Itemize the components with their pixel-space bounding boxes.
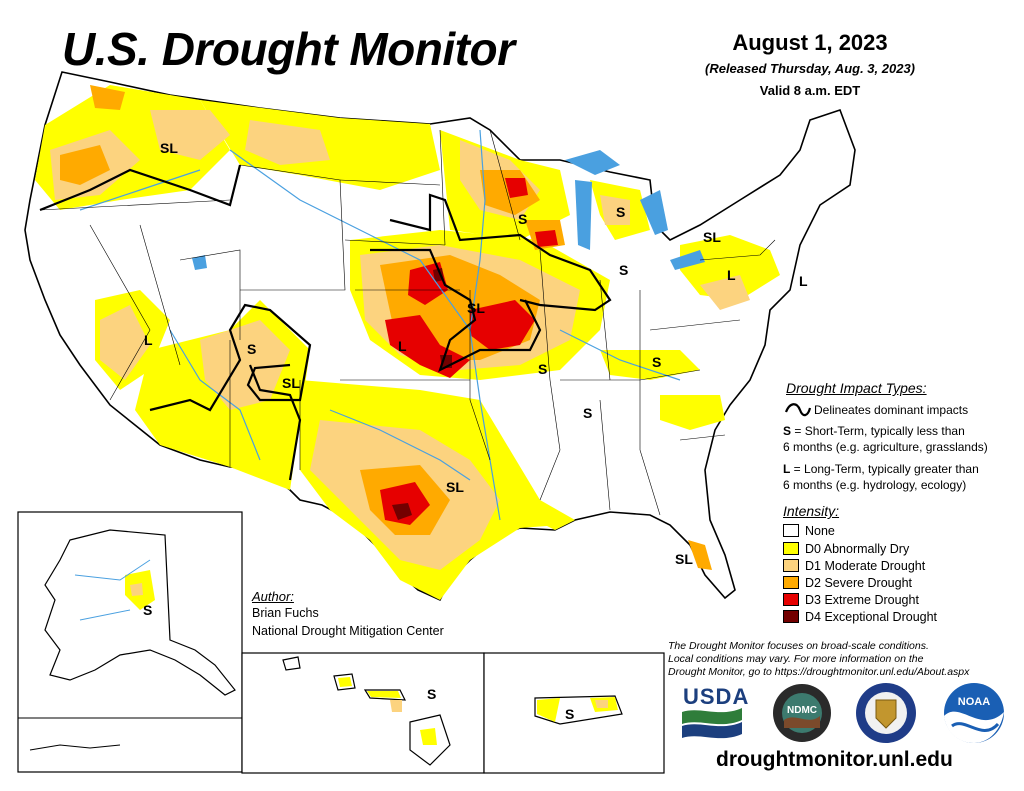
- alaska-land: [44, 529, 236, 696]
- website-link[interactable]: droughtmonitor.unl.edu: [716, 748, 953, 771]
- label-l-pennsylvania: L: [727, 267, 736, 283]
- impact-legend-heading: Drought Impact Types:: [786, 380, 927, 396]
- label-sl-northwest: SL: [160, 140, 178, 156]
- label-sl-newyork: SL: [703, 229, 721, 245]
- long-term-desc-2: 6 months (e.g. hydrology, ecology): [783, 478, 967, 492]
- long-term-desc: L = Long-Term, typically greater than 6 …: [783, 461, 979, 493]
- pr-d1: [595, 700, 608, 708]
- footnote-line-3: Drought Monitor, go to https://droughtmo…: [668, 666, 970, 678]
- label-s-kentucky: S: [652, 354, 662, 370]
- swatch-d1: [783, 559, 799, 572]
- alaska-d1: [130, 583, 143, 596]
- label-s-hawaii: S: [427, 686, 437, 702]
- intensity-legend-heading: Intensity:: [783, 503, 840, 519]
- author-name: Brian Fuchs: [252, 606, 319, 620]
- intensity-d3-label: D3 Extreme Drought: [805, 592, 919, 607]
- aleutians: [29, 744, 121, 751]
- hawaii-inset-frame: [241, 652, 485, 774]
- pr-d0: [537, 698, 560, 722]
- swatch-d2: [783, 576, 799, 589]
- impact-line-desc: Delineates dominant impacts: [814, 403, 969, 417]
- intensity-d0: D0 Abnormally Dry: [783, 540, 909, 557]
- long-term-desc-1: = Long-Term, typically greater than: [790, 462, 979, 476]
- footnote-line-2: Local conditions may vary. For more info…: [668, 653, 924, 665]
- label-l-newjersey: L: [799, 273, 808, 289]
- swatch-d4: [783, 610, 799, 623]
- intensity-d4: D4 Exceptional Drought: [783, 608, 937, 625]
- short-term-desc-2: 6 months (e.g. agriculture, grasslands): [783, 440, 988, 454]
- impact-lines: [39, 164, 612, 481]
- intensity-none-label: None: [805, 523, 835, 538]
- release-date: (Released Thursday, Aug. 3, 2023): [705, 61, 915, 76]
- short-term-desc: S = Short-Term, typically less than 6 mo…: [783, 423, 988, 455]
- hawaii-d0-maui: [367, 691, 401, 698]
- label-sl-florida: SL: [675, 551, 693, 567]
- intensity-d1-label: D1 Moderate Drought: [805, 558, 926, 573]
- hawaii-d0-oahu: [338, 677, 352, 687]
- label-s-alaska: S: [143, 602, 153, 618]
- usda-wordmark: USDA: [683, 684, 750, 709]
- swatch-d3: [783, 593, 799, 606]
- short-term-desc-1: = Short-Term, typically less than: [791, 424, 965, 438]
- long-term-key: L: [783, 462, 791, 476]
- usda-logo: [682, 708, 742, 739]
- commerce-seal: [856, 683, 916, 743]
- map-date: August 1, 2023: [732, 30, 888, 55]
- hawaii-d0-big: [420, 728, 437, 745]
- noaa-wordmark: NOAA: [957, 696, 991, 708]
- footnote: The Drought Monitor focuses on broad-sca…: [668, 640, 1018, 679]
- intensity-d2: D2 Severe Drought: [783, 574, 912, 591]
- page-title: U.S. Drought Monitor: [62, 23, 515, 75]
- label-s-puertorico: S: [565, 706, 575, 722]
- label-s-missouri: S: [538, 361, 548, 377]
- intensity-d4-label: D4 Exceptional Drought: [805, 609, 938, 624]
- label-sl-texas: SL: [446, 479, 464, 495]
- valid-time: Valid 8 a.m. EDT: [759, 83, 861, 98]
- intensity-none: None: [783, 522, 835, 539]
- label-s-michigan: S: [616, 204, 626, 220]
- ndmc-seal: [773, 684, 831, 742]
- lakes: [192, 150, 705, 270]
- label-s-fourcorners: S: [247, 341, 257, 357]
- footnote-line-1: The Drought Monitor focuses on broad-sca…: [668, 640, 929, 652]
- intensity-d1: D1 Moderate Drought: [783, 557, 925, 574]
- swatch-none: [783, 524, 799, 537]
- author-org: National Drought Mitigation Center: [252, 624, 444, 638]
- intensity-d2-label: D2 Severe Drought: [805, 575, 913, 590]
- label-sl-plains: SL: [467, 300, 485, 316]
- hawaii-d1: [390, 700, 402, 712]
- label-s-mississippi: S: [583, 405, 593, 421]
- short-term-key: S: [783, 424, 792, 438]
- label-s-indiana: S: [619, 262, 629, 278]
- noaa-logo: [944, 683, 1004, 743]
- label-l-nevada: L: [144, 332, 153, 348]
- impact-line-sample: [784, 403, 812, 417]
- intensity-d3: D3 Extreme Drought: [783, 591, 919, 608]
- swatch-d0: [783, 542, 799, 555]
- alaska-rivers: [74, 559, 151, 621]
- label-s-wisconsin: S: [518, 211, 528, 227]
- intensity-d0-label: D0 Abnormally Dry: [805, 541, 910, 556]
- label-sl-newmexico: SL: [282, 375, 300, 391]
- label-l-kansas: L: [398, 338, 407, 354]
- author-heading: Author:: [252, 589, 294, 604]
- ndmc-wordmark: NDMC: [787, 705, 817, 716]
